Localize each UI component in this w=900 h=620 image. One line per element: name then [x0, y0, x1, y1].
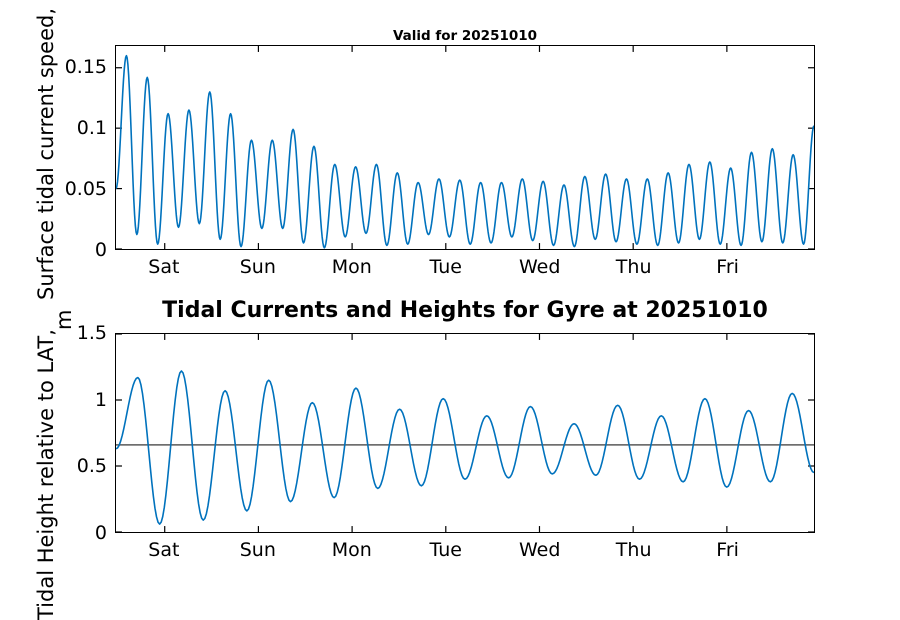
subtitle-valid-for: Valid for 20251010 — [392, 28, 538, 44]
x-tick-label: Tue — [429, 256, 462, 278]
chart-current-speed — [115, 45, 815, 250]
x-tick-label: Thu — [615, 539, 652, 561]
y-tick-label: 0 — [94, 522, 107, 544]
y-tick-label: 0 — [94, 239, 107, 261]
x-tick-label: Sun — [239, 539, 276, 561]
y-tick-label: 1.5 — [76, 322, 107, 344]
x-tick-label: Sat — [148, 256, 180, 278]
y-tick-label: 0.15 — [64, 55, 107, 78]
y-tick-label: 0.1 — [76, 116, 107, 139]
x-tick-label: Wed — [518, 256, 561, 278]
tidal-height-plot-svg — [116, 334, 814, 532]
x-tick-label: Wed — [518, 539, 561, 561]
x-tick-label: Tue — [429, 539, 462, 561]
y-tick-label: 1 — [94, 388, 107, 411]
x-tick-label: Sat — [148, 539, 180, 561]
series-line-0 — [116, 56, 814, 248]
y-tick-label: 0.5 — [76, 455, 107, 478]
x-tick-label: Thu — [615, 256, 652, 278]
chart-tidal-height — [115, 333, 815, 533]
figure-title: Tidal Currents and Heights for Gyre at 2… — [162, 298, 768, 323]
x-tick-label: Sun — [239, 256, 276, 278]
y-tick-label: 0.05 — [64, 177, 107, 200]
series-line-0 — [116, 371, 814, 524]
current-speed-plot-svg — [116, 46, 814, 249]
x-tick-label: Mon — [331, 539, 372, 561]
x-tick-label: Fri — [716, 256, 739, 278]
x-tick-label: Fri — [716, 539, 739, 561]
x-tick-label: Mon — [331, 256, 372, 278]
tidal-figure: Surface tidal current speed, kn Tidal He… — [34, 0, 815, 620]
